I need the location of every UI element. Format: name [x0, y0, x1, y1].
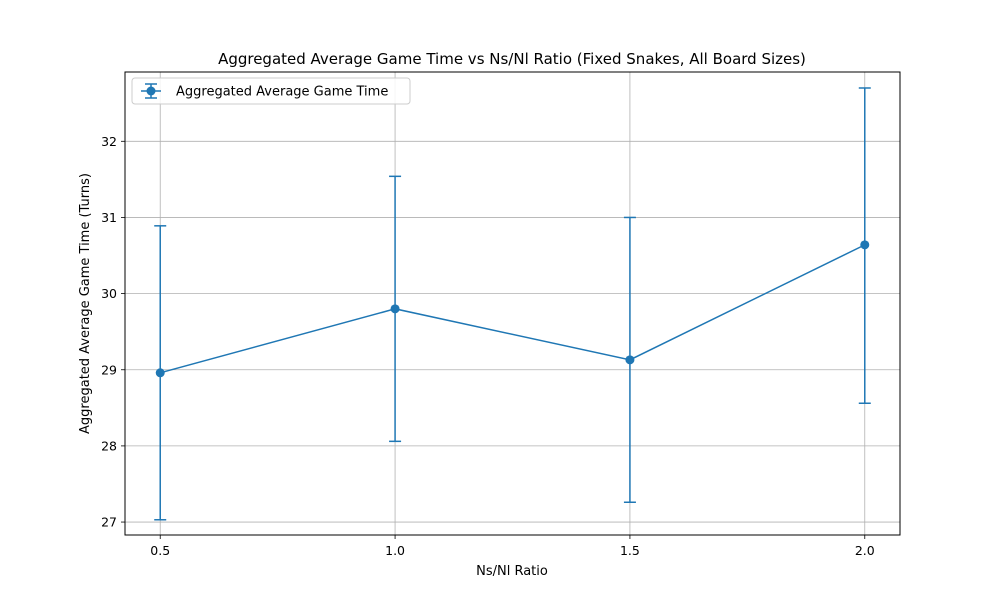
y-axis-label: Aggregated Average Game Time (Turns) [78, 173, 93, 434]
x-tick-label: 1.5 [620, 543, 640, 558]
y-tick-label: 30 [101, 286, 117, 301]
y-tick-label: 27 [101, 515, 117, 530]
x-axis: 0.5 1.0 1.5 2.0 [150, 535, 875, 558]
chart-title: Aggregated Average Game Time vs Ns/Nl Ra… [218, 50, 806, 68]
series-line [160, 244, 866, 374]
y-tick-label: 28 [101, 438, 117, 453]
x-tick-label: 2.0 [855, 543, 875, 558]
x-tick-label: 0.5 [150, 543, 170, 558]
y-tick-label: 29 [101, 362, 117, 377]
data-point [155, 368, 165, 378]
x-tick-label: 1.0 [385, 543, 405, 558]
legend-box [131, 77, 411, 105]
y-tick-label: 32 [101, 134, 117, 149]
plot-frame [124, 71, 901, 536]
data-point [625, 355, 635, 365]
y-axis: 27 28 29 30 31 32 [101, 134, 125, 530]
data-point [860, 240, 870, 250]
legend: Aggregated Average Game Time [131, 77, 411, 105]
x-axis-label: Ns/Nl Ratio [476, 564, 548, 579]
legend-label: Aggregated Average Game Time [176, 85, 388, 100]
legend-marker [146, 86, 156, 96]
series-layer [154, 87, 871, 521]
y-tick-label: 31 [101, 210, 117, 225]
data-point [390, 304, 400, 314]
grid [125, 72, 900, 535]
